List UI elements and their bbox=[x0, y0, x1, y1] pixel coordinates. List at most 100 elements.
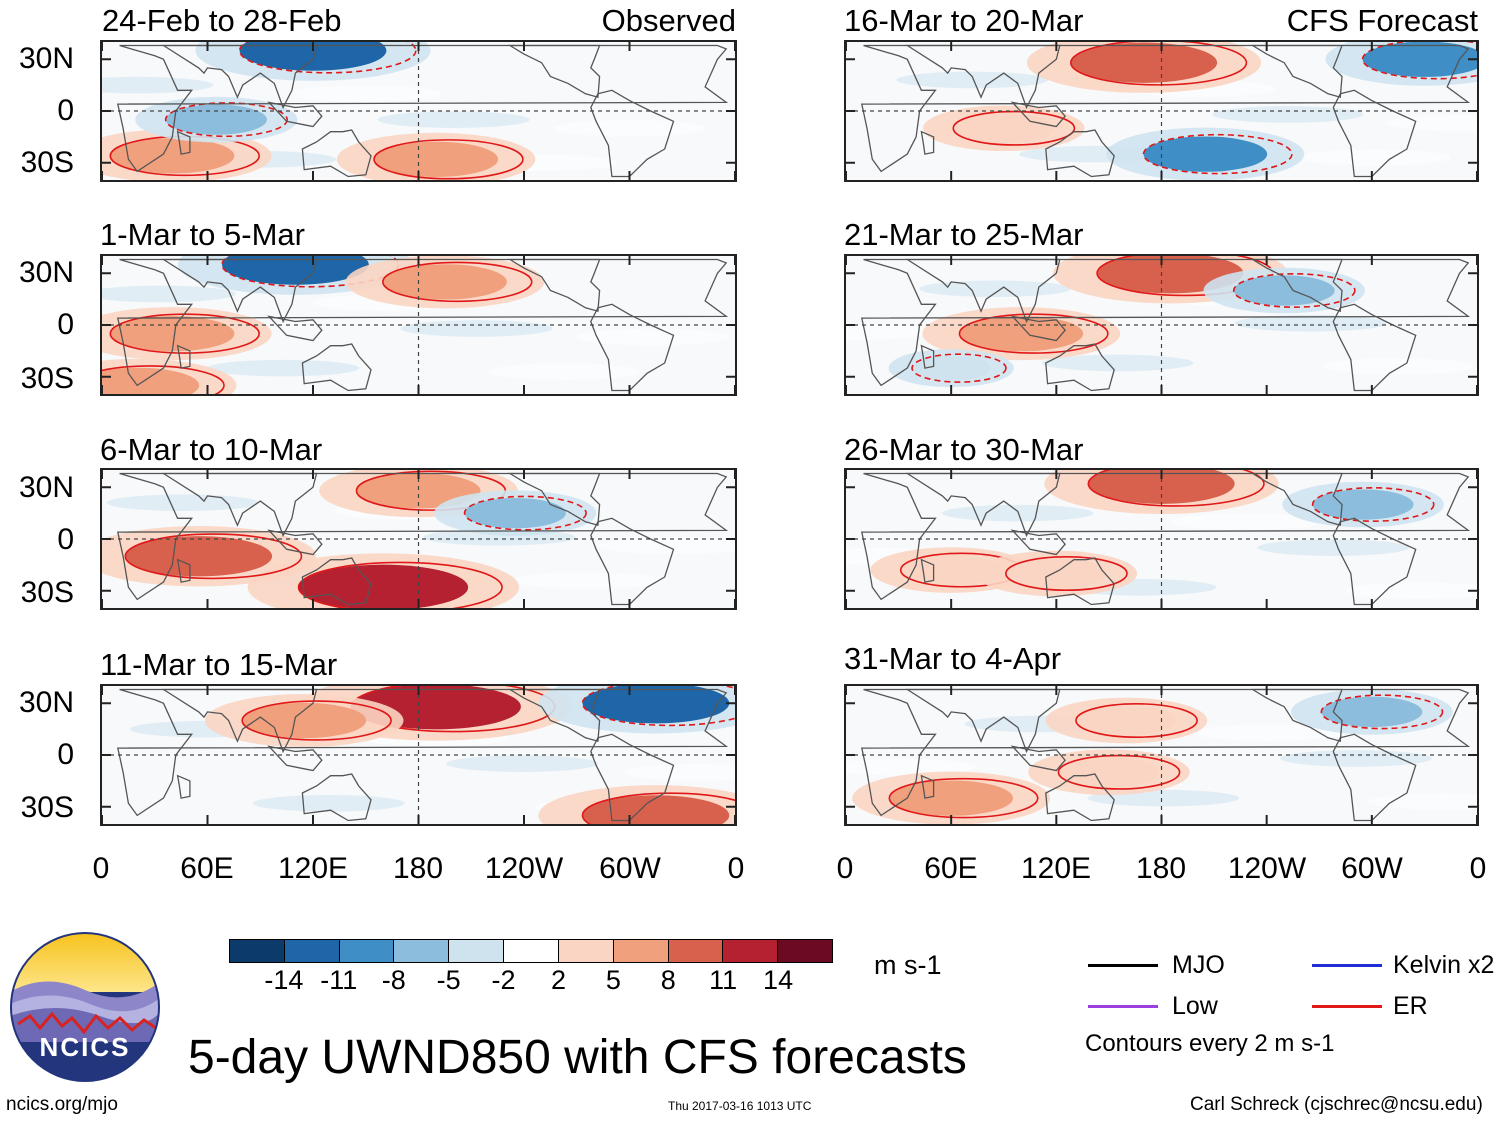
anomaly-blob bbox=[900, 554, 1002, 586]
lon-label-60w: 60W bbox=[1341, 852, 1403, 885]
map-panel-4 bbox=[100, 684, 737, 826]
lon-label-120e: 120E bbox=[277, 852, 349, 885]
anomaly-texture bbox=[106, 494, 259, 512]
legend-contour-note: Contours every 2 m s-1 bbox=[1085, 1030, 1335, 1057]
anomaly-texture bbox=[446, 755, 599, 772]
coastline bbox=[905, 472, 1061, 538]
anomaly-blob bbox=[382, 264, 507, 300]
colorbar-swatch bbox=[723, 940, 779, 962]
lat-label-30n: 30N bbox=[18, 42, 74, 75]
coastline bbox=[507, 44, 601, 99]
coastline bbox=[267, 745, 323, 772]
anomaly-blob bbox=[912, 355, 991, 381]
panel-source-label-observed: Observed bbox=[601, 3, 736, 38]
lat-label-30s: 30S bbox=[20, 576, 74, 609]
legend-label-mjo: MJO bbox=[1172, 951, 1225, 979]
anomaly-blob bbox=[239, 42, 387, 71]
anomaly-blob bbox=[110, 315, 235, 352]
figure-title: 5-day UWND850 with CFS forecasts bbox=[188, 1031, 967, 1084]
lon-label-180: 180 bbox=[392, 852, 444, 885]
coastline bbox=[860, 472, 1471, 601]
coastline bbox=[507, 472, 601, 527]
lat-label-30s: 30S bbox=[20, 791, 74, 824]
coastline bbox=[116, 688, 729, 817]
lat-label-30s: 30S bbox=[20, 146, 74, 179]
panel-title-6: 21-Mar to 25-Mar bbox=[844, 217, 1084, 252]
lon-label-60e: 60E bbox=[924, 852, 978, 885]
legend-label-kelvin: Kelvin x2 bbox=[1393, 951, 1495, 979]
colorbar-tick-label: 8 bbox=[660, 965, 676, 995]
lon-label-0: 0 bbox=[92, 852, 110, 885]
coastline bbox=[116, 472, 729, 601]
map-panel-6 bbox=[844, 254, 1479, 396]
lat-label-eq: 0 bbox=[57, 738, 74, 771]
coastline bbox=[1332, 89, 1417, 178]
coastline bbox=[176, 344, 191, 369]
colorbar-swatch bbox=[449, 940, 505, 962]
anomaly-texture bbox=[1367, 793, 1477, 810]
anomaly-texture bbox=[102, 76, 214, 94]
coastline bbox=[905, 44, 1061, 110]
coastline bbox=[1045, 773, 1115, 822]
legend-label-low: Low bbox=[1172, 992, 1218, 1020]
coastline bbox=[176, 774, 191, 799]
coastline bbox=[301, 557, 372, 606]
panel-title-1: 24-Feb to 28-Feb bbox=[102, 3, 342, 38]
coastline bbox=[1332, 733, 1417, 822]
er-contour bbox=[1087, 470, 1265, 507]
lat-label-30n: 30N bbox=[18, 686, 74, 719]
map-panel-8 bbox=[844, 684, 1479, 826]
coastline bbox=[920, 130, 935, 155]
colorbar-tick-label: -11 bbox=[320, 965, 358, 995]
colorbar-swatch bbox=[613, 940, 669, 962]
map-panel-2 bbox=[100, 254, 737, 396]
coastline bbox=[590, 303, 675, 392]
colorbar-units: m s-1 bbox=[874, 950, 942, 980]
coastline bbox=[590, 733, 675, 822]
er-contour bbox=[124, 533, 303, 580]
coastline bbox=[905, 258, 1061, 324]
colorbar-swatch bbox=[558, 940, 614, 962]
anomaly-blob bbox=[1362, 42, 1477, 77]
coastline bbox=[1045, 129, 1115, 178]
coastline bbox=[1250, 44, 1343, 99]
anomaly-blob bbox=[1321, 696, 1423, 728]
coastline bbox=[507, 688, 601, 743]
lon-label-60w: 60W bbox=[599, 852, 661, 885]
anomaly-texture bbox=[919, 280, 1071, 298]
er-contour bbox=[382, 261, 533, 303]
er-contour bbox=[373, 139, 524, 180]
anomaly-blob bbox=[1005, 558, 1107, 589]
map-panel-7 bbox=[844, 468, 1479, 610]
lat-label-eq: 0 bbox=[57, 523, 74, 556]
coastline bbox=[1332, 517, 1417, 606]
anomaly-texture bbox=[846, 758, 977, 776]
coastline bbox=[301, 773, 372, 822]
coastline bbox=[161, 44, 318, 110]
anomaly-blob bbox=[374, 141, 499, 177]
lat-label-eq: 0 bbox=[57, 94, 74, 127]
coastline bbox=[267, 315, 323, 342]
panel-title-5: 16-Mar to 20-Mar bbox=[844, 3, 1084, 38]
er-contour bbox=[238, 42, 417, 74]
anomaly-texture bbox=[207, 359, 360, 377]
er-contour bbox=[1320, 694, 1444, 730]
lon-label-0-end: 0 bbox=[727, 852, 745, 885]
colorbar-tick-label: 5 bbox=[605, 965, 621, 995]
legend-line-mjo bbox=[1088, 964, 1158, 967]
anomaly-texture bbox=[1192, 724, 1345, 741]
colorbar-swatch bbox=[230, 940, 285, 962]
anomaly-blob bbox=[1233, 275, 1335, 306]
coastline bbox=[1010, 101, 1066, 128]
coastline bbox=[176, 130, 191, 155]
er-contour bbox=[1005, 556, 1128, 591]
anomaly-texture bbox=[1169, 513, 1322, 531]
coastline bbox=[1010, 529, 1066, 556]
anomaly-texture bbox=[252, 795, 405, 812]
coastline bbox=[1045, 343, 1115, 392]
legend-line-er bbox=[1312, 1005, 1382, 1008]
anomaly-blob bbox=[110, 138, 235, 174]
lat-label-30n: 30N bbox=[18, 471, 74, 504]
lat-label-30n: 30N bbox=[18, 256, 74, 289]
lon-label-0: 0 bbox=[836, 852, 854, 885]
